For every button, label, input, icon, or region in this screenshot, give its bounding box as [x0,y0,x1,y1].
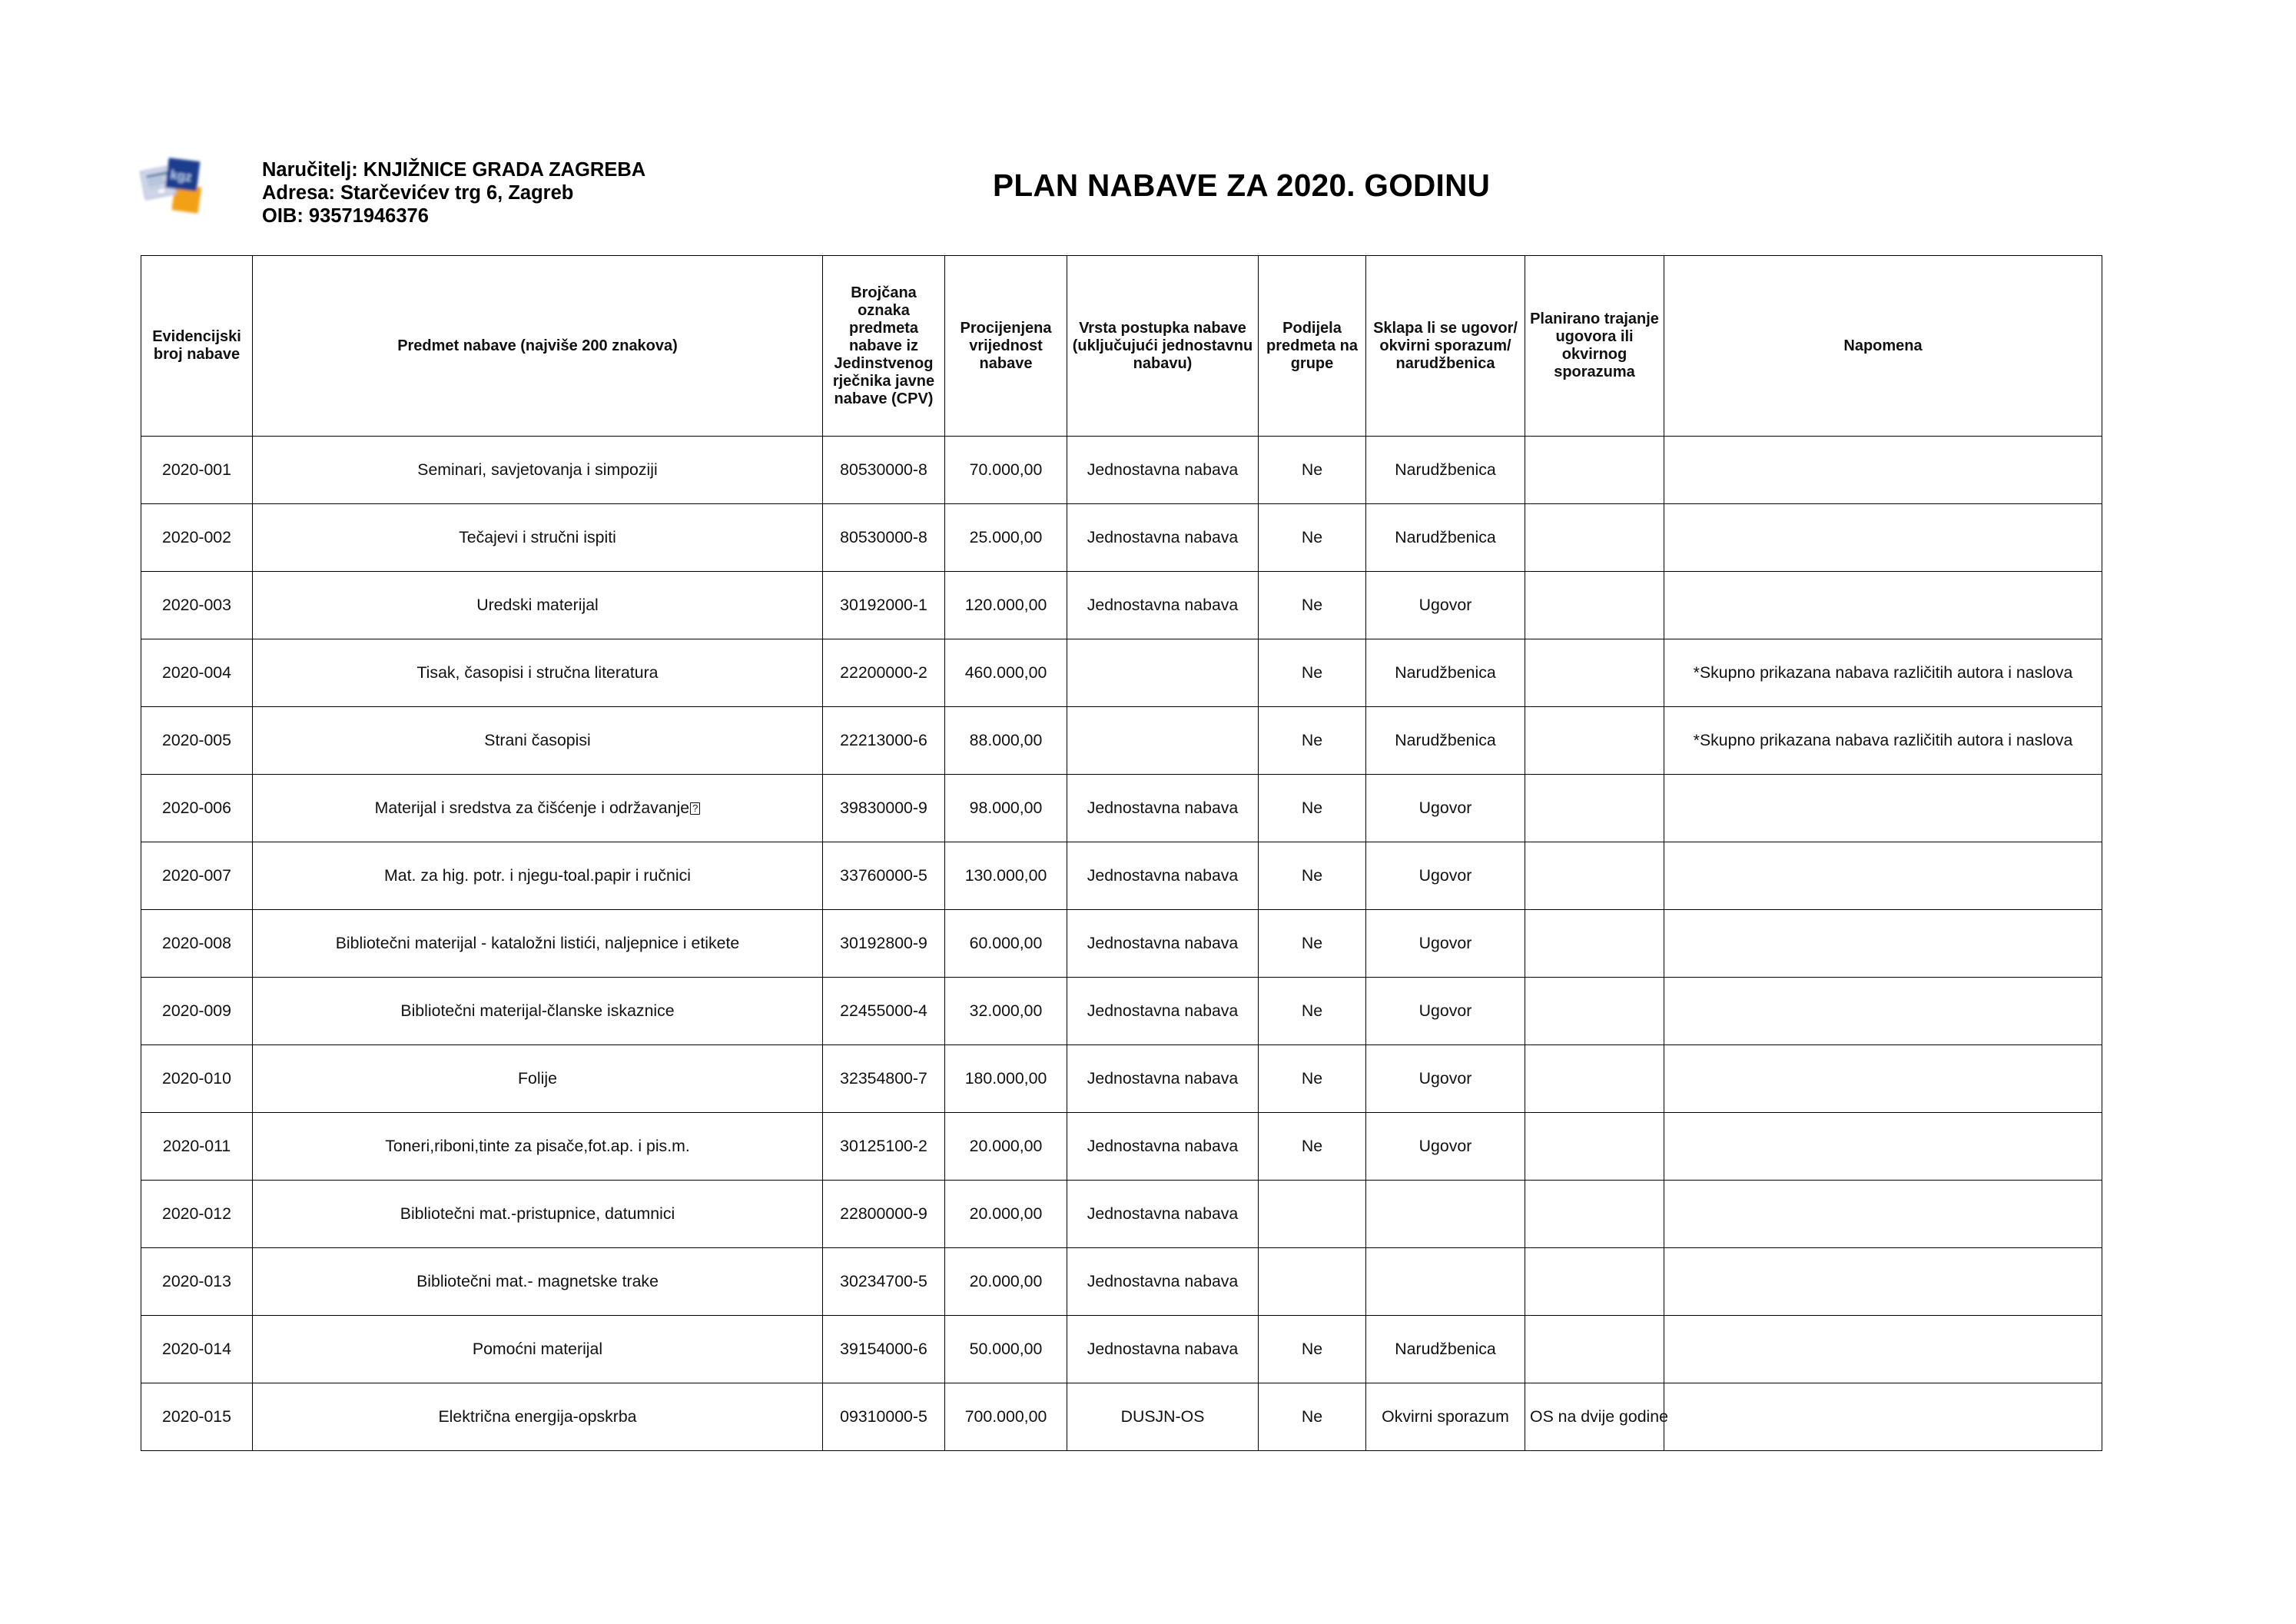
svg-text:kgz: kgz [170,168,193,184]
